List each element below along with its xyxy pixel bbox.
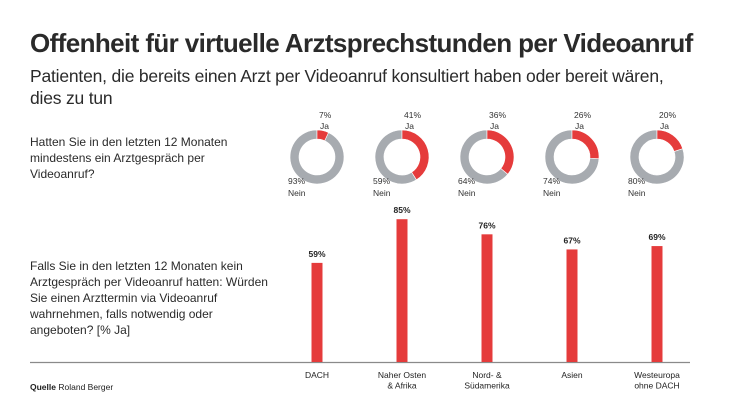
donut-nein-word-label: Nein	[373, 188, 391, 198]
bar	[566, 249, 578, 362]
source-label: Quelle	[30, 382, 56, 392]
donut-ja-value-label: 26%	[574, 110, 591, 120]
source-note: Quelle Roland Berger	[30, 382, 113, 392]
chart-title: Offenheit für virtuelle Arztsprechstunde…	[30, 28, 693, 58]
category-tick-label: ohne DACH	[634, 381, 679, 391]
category-tick-label: & Afrika	[387, 381, 417, 391]
question-2: Falls Sie in den letzten 12 Monaten kein…	[30, 259, 268, 337]
donut-nein-word-label: Nein	[458, 188, 476, 198]
donut-nein-value-label: 74%	[543, 176, 560, 186]
donut-slice-nein	[289, 129, 345, 185]
bar	[481, 234, 493, 362]
bar-value-label: 67%	[563, 235, 580, 245]
donut-nein-word-label: Nein	[288, 188, 306, 198]
donut-ja-word-label: Ja	[575, 121, 584, 131]
category-tick-label: Asien	[561, 370, 583, 380]
category-tick-label: Südamerika	[464, 381, 510, 391]
donut-nein-value-label: 59%	[373, 176, 390, 186]
donut-ja-value-label: 41%	[404, 110, 421, 120]
bar	[311, 262, 323, 362]
donut-ja-value-label: 7%	[319, 110, 332, 120]
donut-slice-nein	[544, 129, 600, 185]
donut-nein-word-label: Nein	[543, 188, 561, 198]
donut-slice-ja	[656, 129, 684, 152]
source-text: Roland Berger	[58, 382, 114, 392]
donut-nein-value-label: 80%	[628, 176, 645, 186]
donut-ja-value-label: 36%	[489, 110, 506, 120]
bar-value-label: 59%	[308, 249, 325, 259]
bar-value-label: 69%	[648, 232, 665, 242]
donut-slice-ja	[316, 129, 329, 142]
category-tick-label: Nord- &	[472, 370, 502, 380]
bar-value-label: 76%	[478, 220, 495, 230]
bar	[651, 246, 663, 362]
category-tick-label: Westeuropa	[634, 370, 680, 380]
donut-nein-value-label: 64%	[458, 176, 475, 186]
donut-ja-value-label: 20%	[659, 110, 676, 120]
donut-slice-ja	[401, 129, 430, 181]
donut-slice-ja	[486, 129, 515, 175]
donut-ja-word-label: Ja	[490, 121, 499, 131]
donut-nein-value-label: 93%	[288, 176, 305, 186]
bar	[396, 219, 408, 362]
donut-slice-ja	[571, 129, 600, 160]
donut-slice-nein	[374, 129, 417, 185]
category-tick-label: Naher Osten	[378, 370, 426, 380]
donut-slice-nein	[459, 129, 509, 185]
category-tick-label: DACH	[305, 370, 329, 380]
donut-slice-nein	[629, 129, 685, 185]
donut-ja-word-label: Ja	[320, 121, 329, 131]
donut-ja-word-label: Ja	[405, 121, 414, 131]
donut-ja-word-label: Ja	[660, 121, 669, 131]
question-1: Hatten Sie in den letzten 12 Monaten min…	[30, 135, 228, 181]
chart-subtitle: Patienten, die bereits einen Arzt per Vi…	[30, 66, 664, 108]
bar-value-label: 85%	[393, 205, 410, 215]
donut-nein-word-label: Nein	[628, 188, 646, 198]
